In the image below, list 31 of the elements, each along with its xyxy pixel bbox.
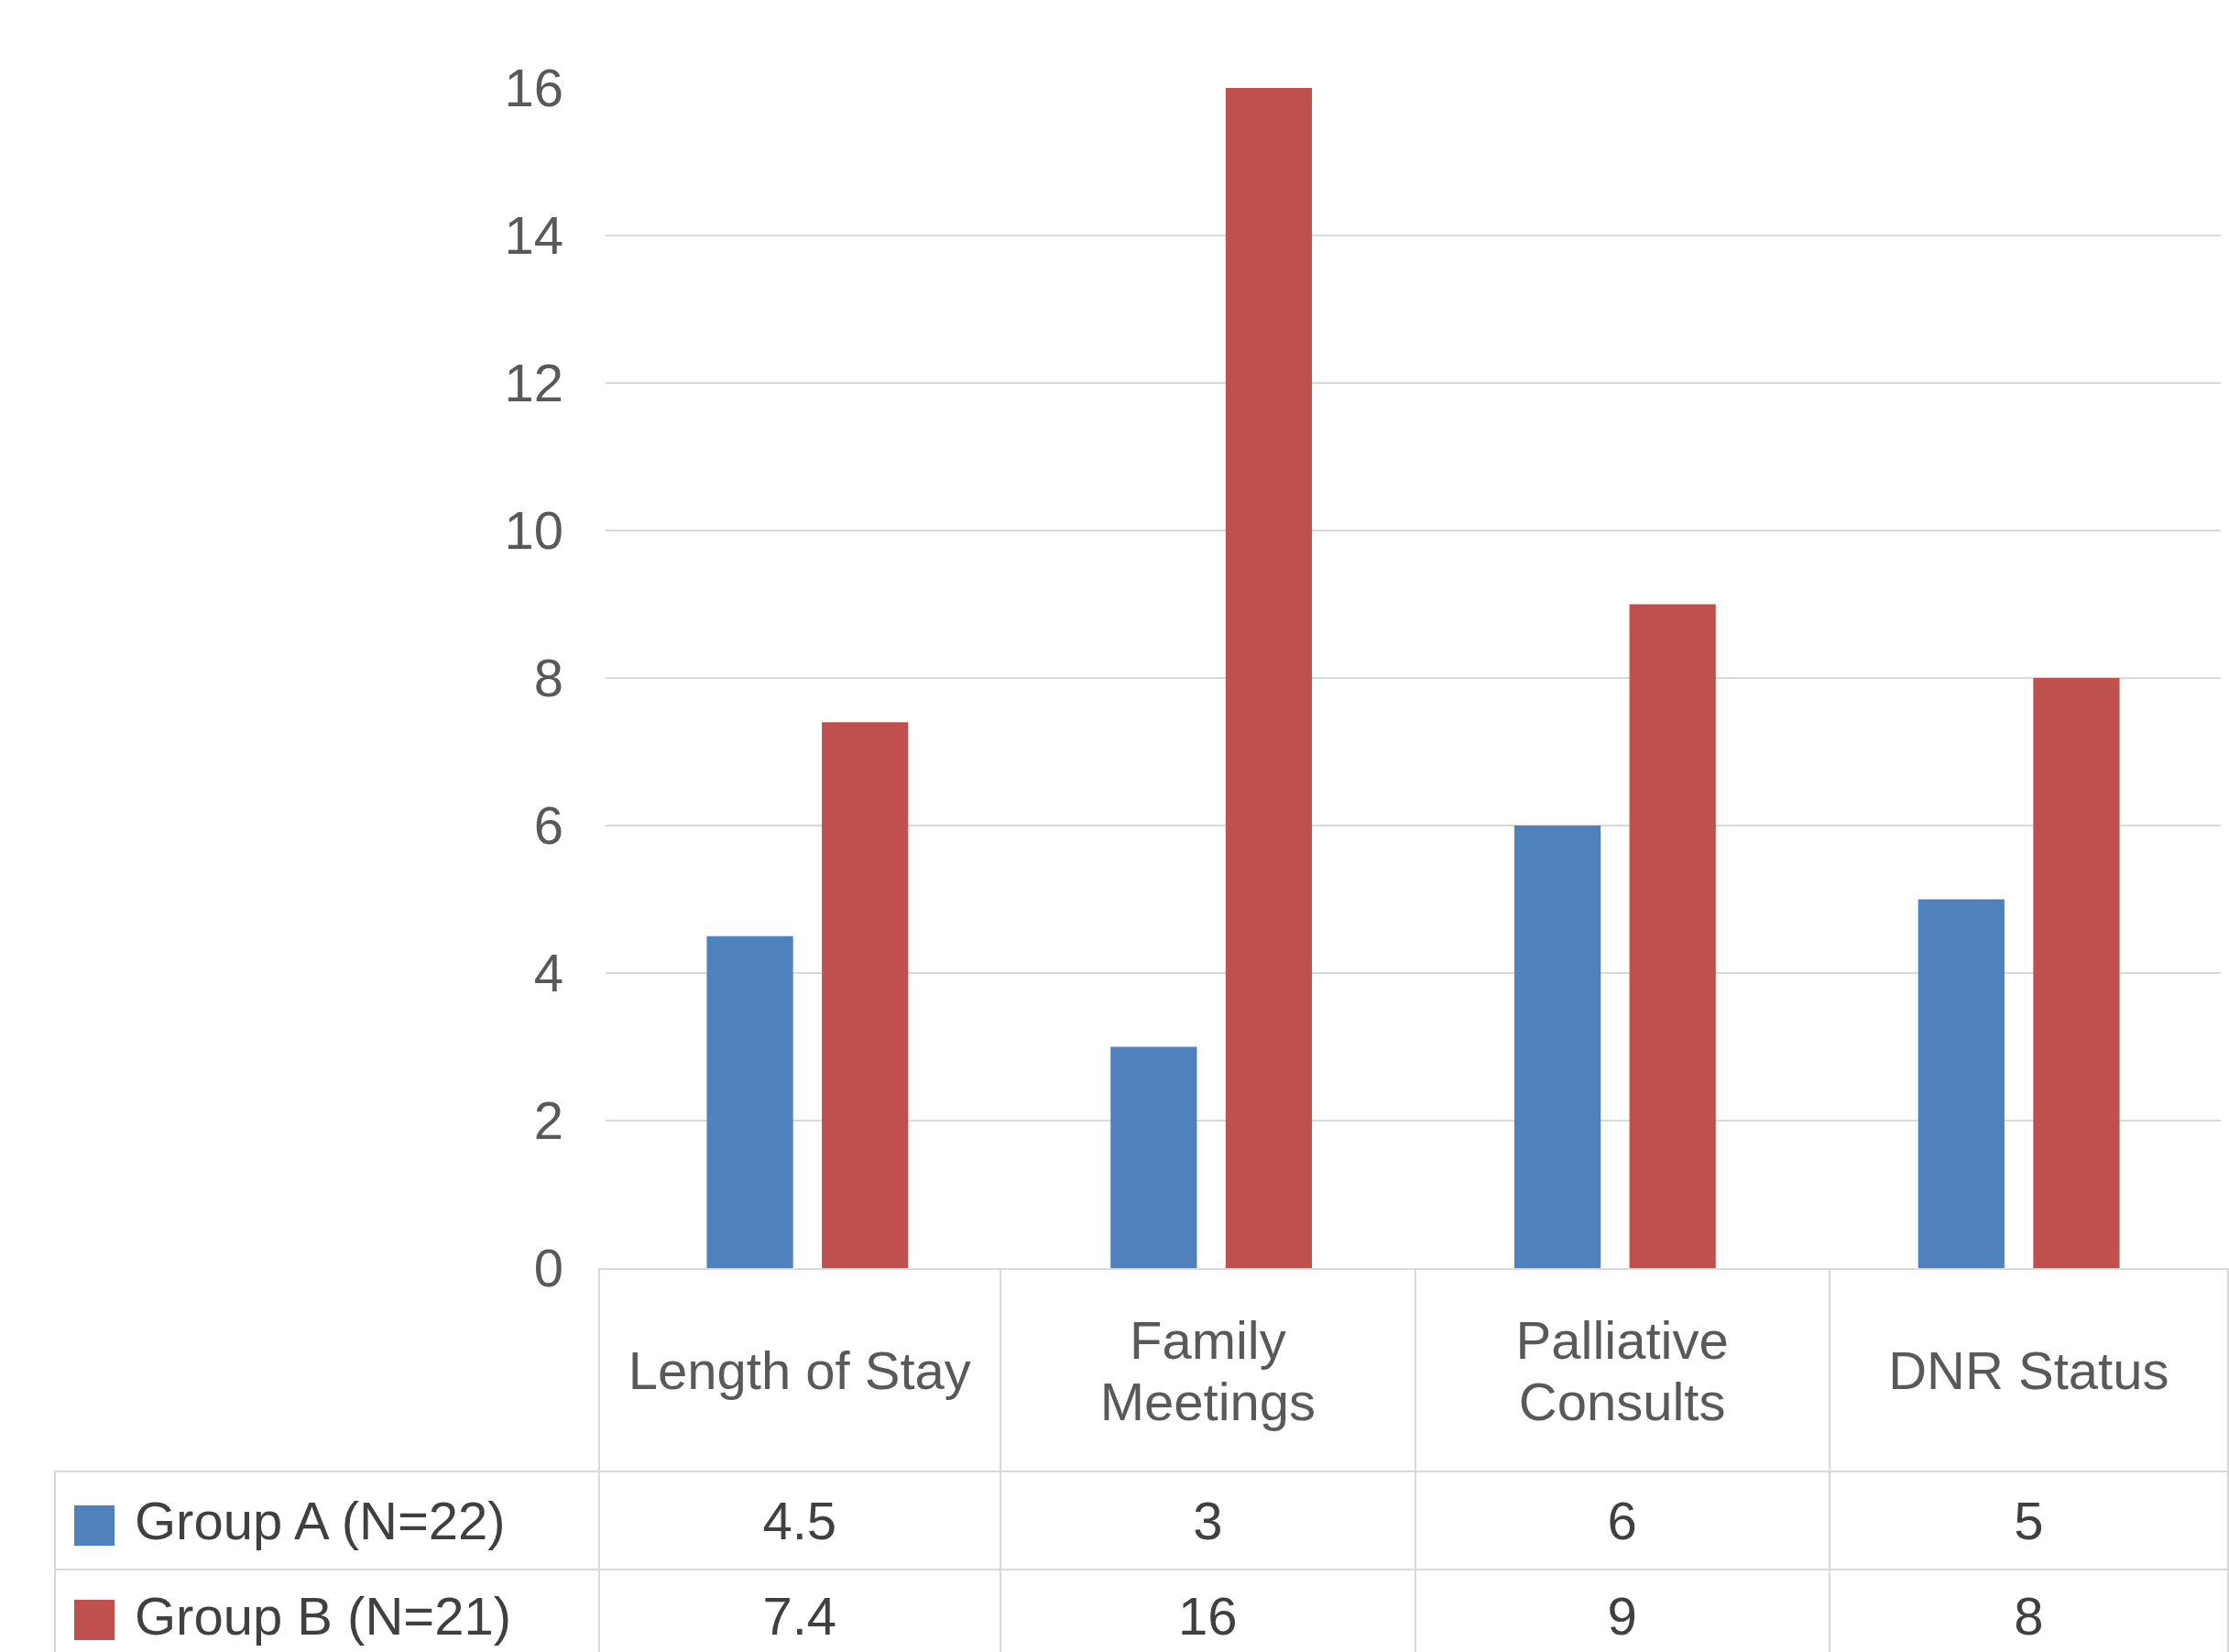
bar xyxy=(706,935,793,1268)
y-tick-label: 4 xyxy=(533,943,563,1003)
y-tick-label: 2 xyxy=(533,1090,563,1151)
bar xyxy=(1629,604,1716,1268)
data-label: 8 xyxy=(1829,1570,2228,1652)
data-label: 6 xyxy=(1415,1471,1830,1570)
data-label: 4.5 xyxy=(598,1471,1001,1570)
bar xyxy=(1110,1046,1197,1268)
x-tick-label: Family Meetings xyxy=(1000,1269,1415,1471)
bar xyxy=(822,722,909,1268)
bar xyxy=(2033,678,2120,1268)
y-tick-label: 16 xyxy=(504,58,563,118)
bar xyxy=(1918,899,2005,1268)
legend-label: Group A (N=22) xyxy=(135,1491,506,1550)
bar xyxy=(1225,88,1313,1268)
y-tick-label: 10 xyxy=(504,500,563,561)
data-label: 5 xyxy=(1829,1471,2228,1570)
y-tick-label: 12 xyxy=(504,353,563,413)
x-tick-label: Length of Stay xyxy=(598,1269,1001,1471)
y-tick-label: 6 xyxy=(533,795,563,856)
y-tick-label: 14 xyxy=(504,205,563,266)
data-label: 7.4 xyxy=(598,1570,1001,1652)
x-tick-label: Palliative Consults xyxy=(1415,1269,1830,1471)
y-tick-label: 8 xyxy=(533,648,563,708)
x-tick-label: DNR Status xyxy=(1829,1269,2228,1471)
legend-label: Group B (N=21) xyxy=(135,1585,512,1646)
data-label: 3 xyxy=(1000,1471,1415,1570)
data-label: 16 xyxy=(1000,1570,1415,1652)
bar xyxy=(1513,826,1601,1268)
data-label: 9 xyxy=(1415,1570,1830,1652)
y-tick-label: 0 xyxy=(533,1238,563,1298)
